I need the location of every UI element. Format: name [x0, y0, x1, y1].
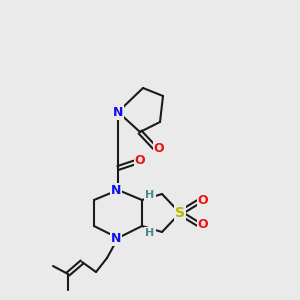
Text: N: N — [113, 106, 123, 118]
Text: O: O — [198, 194, 208, 208]
Text: O: O — [135, 154, 145, 167]
Text: O: O — [154, 142, 164, 154]
Text: N: N — [111, 184, 121, 196]
Text: O: O — [198, 218, 208, 232]
Text: H: H — [146, 228, 154, 238]
Text: H: H — [146, 190, 154, 200]
Text: N: N — [111, 232, 121, 244]
Text: S: S — [175, 206, 185, 220]
